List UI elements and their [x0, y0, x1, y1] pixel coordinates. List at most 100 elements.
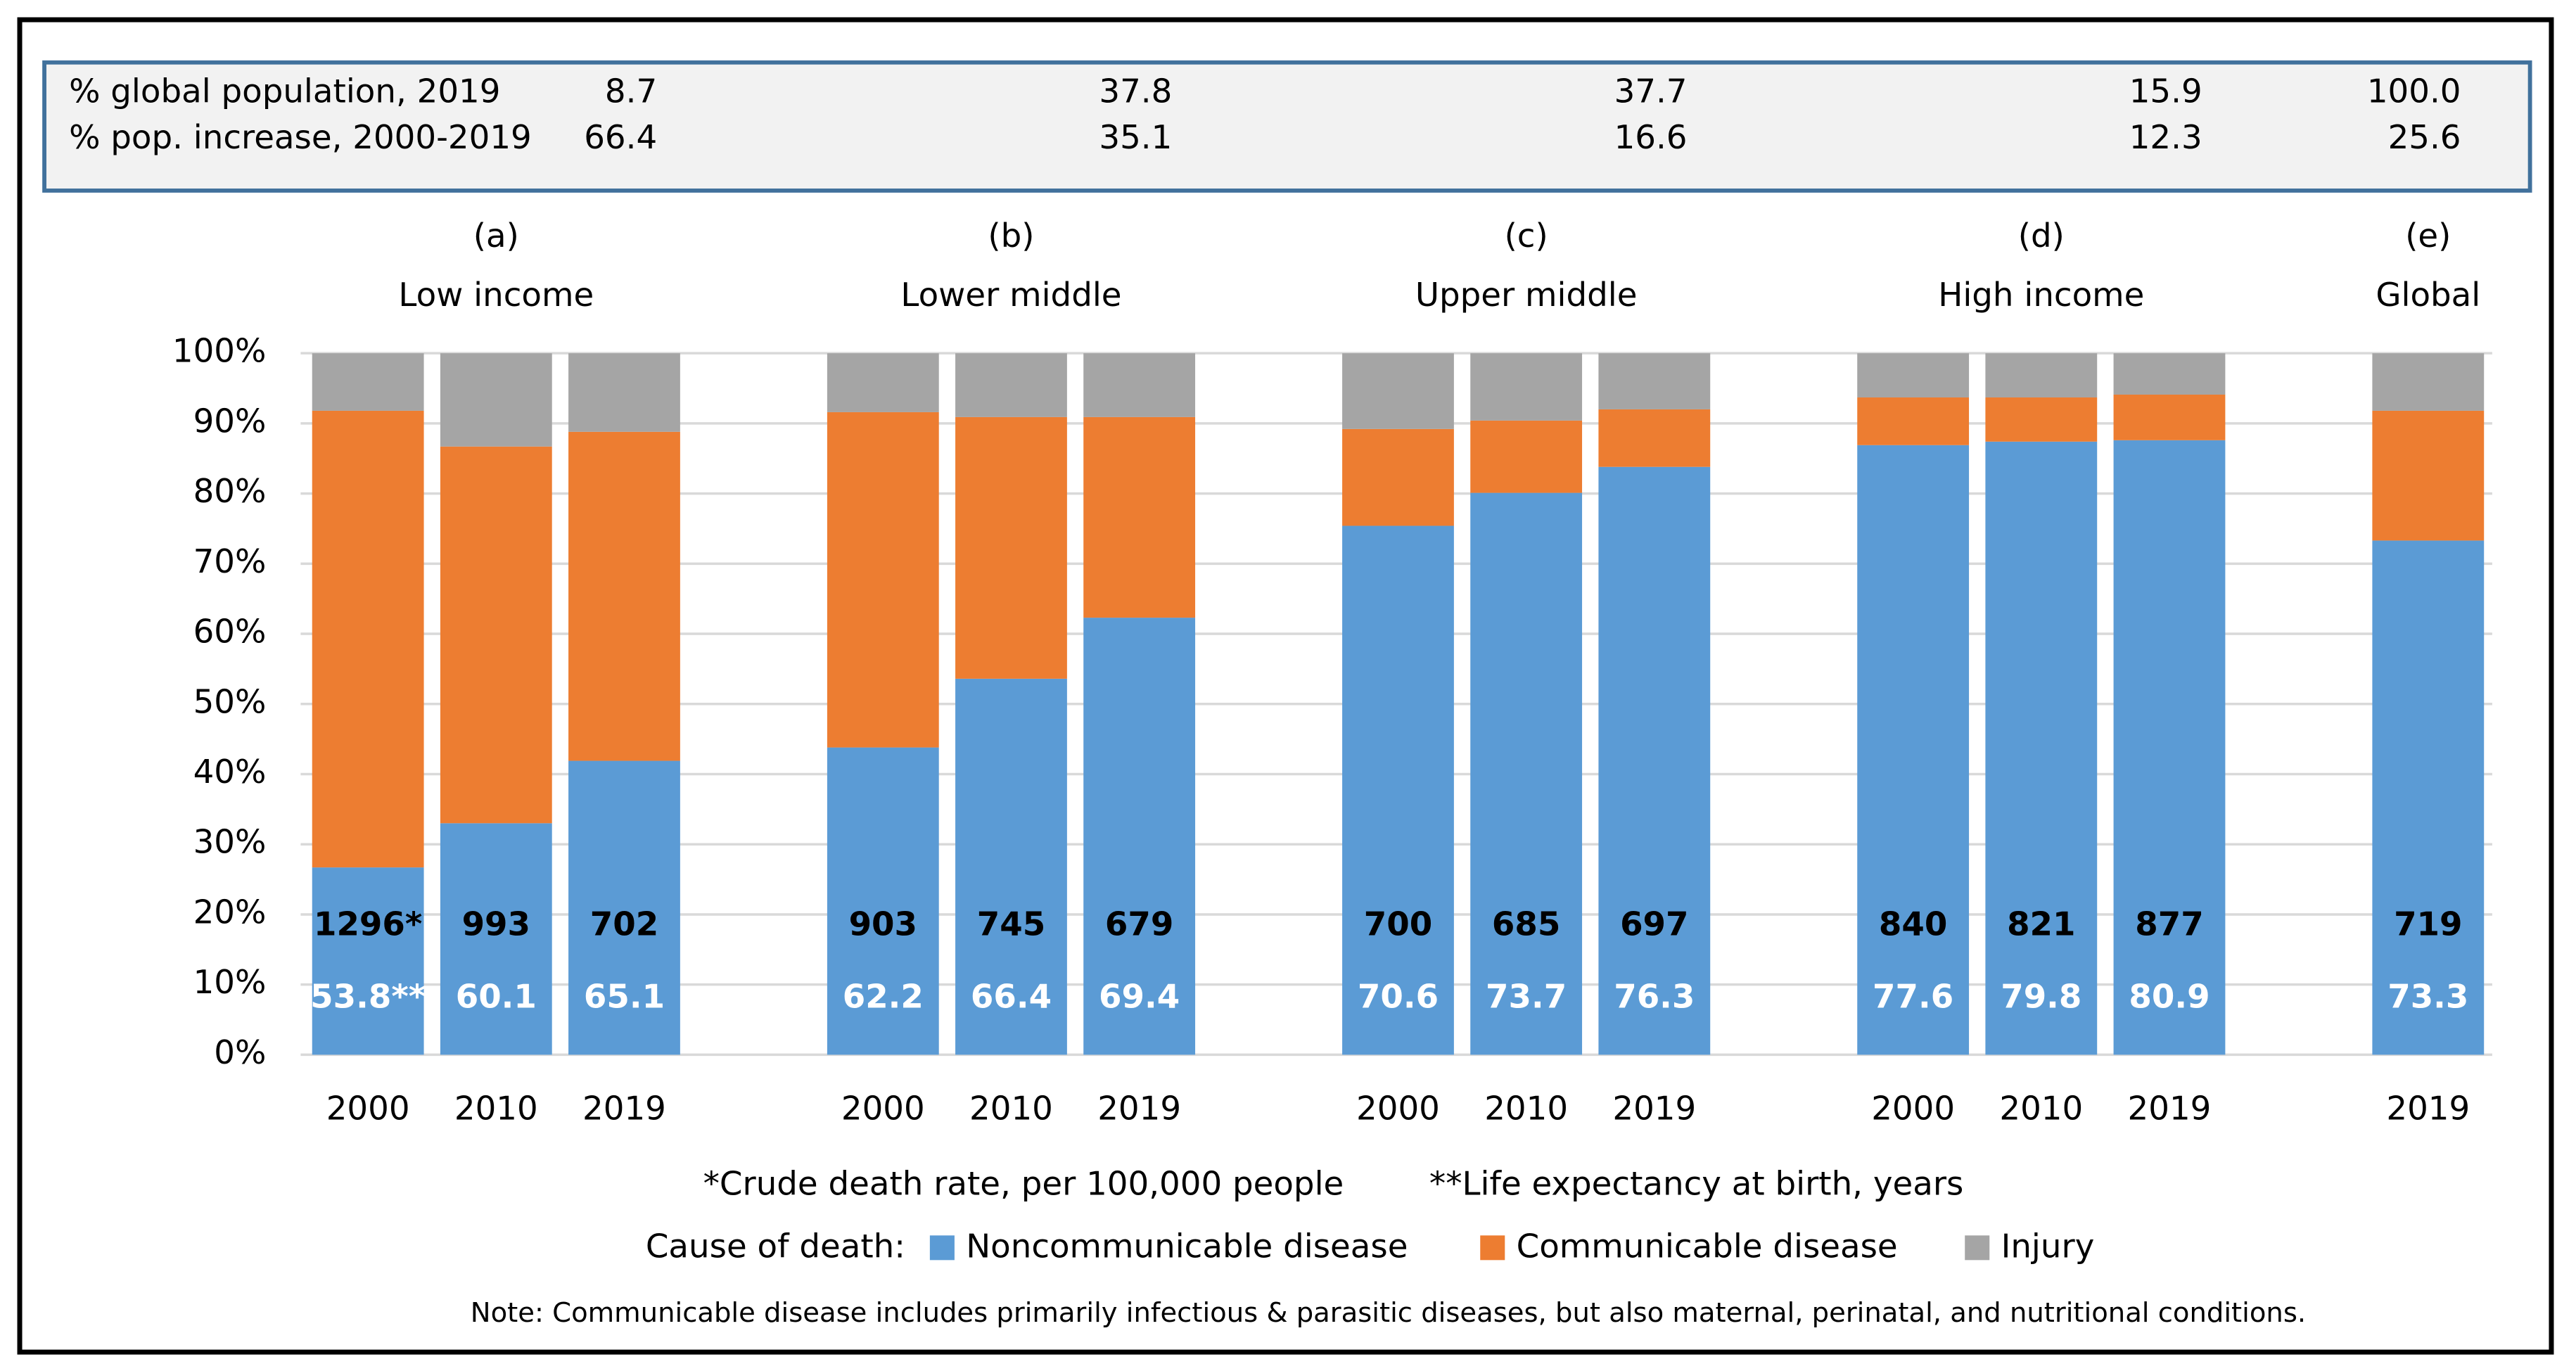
y-tick-label: 40% [193, 753, 267, 791]
death-rate-label: 877 [2135, 906, 2203, 944]
x-tick-label: 2019 [2386, 1090, 2470, 1128]
group-letter: (e) [2405, 217, 2451, 255]
bar-segment [1985, 353, 2098, 397]
bar-segment [1342, 353, 1454, 429]
table-row-label: % global population, 2019 [69, 73, 500, 111]
bar-segment [1857, 445, 1970, 1055]
group-letter: (b) [988, 217, 1034, 255]
table-cell: 35.1 [1099, 119, 1172, 157]
death-rate-label: 679 [1105, 906, 1173, 944]
legend-swatch [1480, 1235, 1505, 1261]
life-expectancy-label: 66.4 [971, 978, 1052, 1016]
legend-label: Noncommunicable disease [966, 1227, 1408, 1265]
bar-segment [1985, 397, 2098, 442]
note: Note: Communicable disease includes prim… [471, 1297, 2306, 1329]
x-tick-label: 2019 [2128, 1090, 2212, 1128]
death-rate-label: 903 [849, 906, 917, 944]
bar-segment [568, 431, 680, 761]
group-letter: (d) [2018, 217, 2065, 255]
bar-segment [440, 823, 552, 1055]
death-rate-label: 821 [2007, 906, 2075, 944]
y-tick-label: 100% [172, 333, 266, 371]
x-tick-label: 2010 [1484, 1090, 1568, 1128]
bar-segment [1342, 428, 1454, 526]
group-name: Upper middle [1415, 276, 1638, 314]
life-expectancy-label: 73.3 [2387, 978, 2468, 1016]
bar-segment [2372, 353, 2485, 411]
death-rate-label: 702 [590, 906, 658, 944]
y-tick-label: 10% [193, 964, 267, 1002]
legend-title: Cause of death: [646, 1227, 905, 1265]
life-expectancy-label: 69.4 [1099, 978, 1180, 1016]
y-tick-label: 80% [193, 473, 267, 511]
y-tick-label: 0% [214, 1034, 266, 1072]
bar-segment [1342, 525, 1454, 1055]
footnote: **Life expectancy at birth, years [1429, 1166, 1964, 1204]
life-expectancy-label: 76.3 [1614, 978, 1695, 1016]
table-cell: 100.0 [2367, 73, 2461, 111]
table-box [42, 60, 2532, 193]
bar-segment [440, 446, 552, 824]
life-expectancy-label: 65.1 [584, 978, 665, 1016]
group-letter: (c) [1505, 217, 1548, 255]
life-expectancy-label: 70.6 [1358, 978, 1439, 1016]
y-tick-label: 30% [193, 824, 267, 862]
bar-segment [2113, 440, 2226, 1055]
table-cell: 8.7 [605, 73, 657, 111]
group-name: Lower middle [900, 276, 1121, 314]
group-name: Low income [398, 276, 594, 314]
bar-segment [568, 760, 680, 1055]
bar-segment [1083, 353, 1196, 417]
death-rate-label: 993 [462, 906, 530, 944]
y-tick-label: 50% [193, 683, 267, 721]
table-cell: 25.6 [2388, 119, 2461, 157]
death-rate-label: 685 [1492, 906, 1560, 944]
bar-segment [827, 747, 939, 1055]
bar-segment [568, 353, 680, 432]
x-tick-label: 2019 [1097, 1090, 1181, 1128]
x-tick-label: 2000 [841, 1090, 925, 1128]
group-name: Global [2376, 276, 2480, 314]
footnote: *Crude death rate, per 100,000 people [703, 1166, 1344, 1204]
legend-swatch [1965, 1235, 1990, 1261]
y-tick-label: 70% [193, 543, 267, 581]
life-expectancy-label: 80.9 [2129, 978, 2210, 1016]
death-rate-label: 840 [1879, 906, 1947, 944]
death-rate-label: 697 [1620, 906, 1688, 944]
bar-segment [955, 353, 1067, 417]
life-expectancy-label: 53.8** [310, 978, 426, 1016]
x-tick-label: 2000 [1871, 1090, 1955, 1128]
bar-segment [2113, 394, 2226, 440]
death-rate-label: 719 [2394, 906, 2462, 944]
x-tick-label: 2000 [326, 1090, 410, 1128]
y-tick-label: 20% [193, 893, 267, 931]
bar-segment [955, 416, 1067, 679]
x-tick-label: 2019 [582, 1090, 666, 1128]
table-cell: 15.9 [2129, 73, 2202, 111]
legend-label: Injury [2001, 1227, 2095, 1265]
bar-segment [1470, 420, 1583, 493]
x-tick-label: 2000 [1356, 1090, 1440, 1128]
death-rate-label: 745 [977, 906, 1045, 944]
table-cell: 12.3 [2129, 119, 2202, 157]
bar-segment [1083, 618, 1196, 1055]
x-tick-label: 2010 [454, 1090, 538, 1128]
legend-label: Communicable disease [1517, 1227, 1898, 1265]
table-cell: 37.7 [1614, 73, 1688, 111]
bar-segment [2372, 410, 2485, 541]
table-cell: 37.8 [1099, 73, 1172, 111]
bar-segment [1598, 353, 1711, 409]
life-expectancy-label: 62.2 [843, 978, 924, 1016]
table-row-label: % pop. increase, 2000-2019 [69, 119, 532, 157]
death-rate-label: 1296* [314, 906, 422, 944]
x-tick-label: 2019 [1612, 1090, 1696, 1128]
bar-segment [312, 410, 424, 868]
bar-segment [955, 678, 1067, 1055]
bar-segment [1985, 441, 2098, 1055]
bar-segment [1083, 416, 1196, 618]
legend-swatch [929, 1235, 955, 1261]
bar-segment [1470, 353, 1583, 421]
x-tick-label: 2010 [969, 1090, 1053, 1128]
y-tick-label: 60% [193, 613, 267, 651]
life-expectancy-label: 79.8 [2001, 978, 2081, 1016]
